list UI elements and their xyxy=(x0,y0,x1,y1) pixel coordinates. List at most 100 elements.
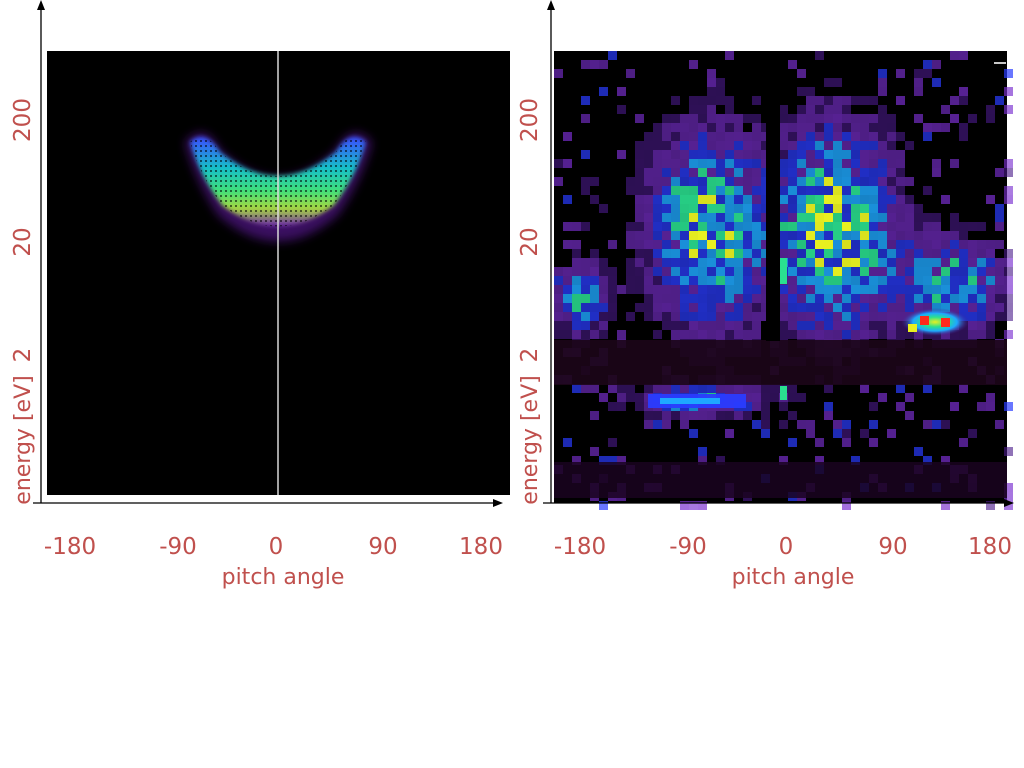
heatmap-cell xyxy=(590,411,599,420)
heatmap-cell xyxy=(905,267,914,276)
heatmap-cell xyxy=(851,321,860,330)
heatmap-cell xyxy=(644,141,653,150)
heatmap-cell xyxy=(860,276,869,285)
heatmap-cell xyxy=(923,456,932,465)
heatmap-cell xyxy=(707,330,716,339)
heatmap-cell xyxy=(743,213,752,222)
heatmap-cell xyxy=(833,240,842,249)
heatmap-cell xyxy=(959,276,968,285)
heatmap-cell xyxy=(644,186,653,195)
heatmap-cell xyxy=(923,231,932,240)
heatmap-cell xyxy=(833,267,842,276)
heatmap-cell xyxy=(977,312,986,321)
heatmap-cell xyxy=(716,276,725,285)
heatmap-cell xyxy=(851,159,860,168)
heatmap-cell xyxy=(563,321,572,330)
heatmap-cell xyxy=(734,159,743,168)
heatmap-cell xyxy=(581,177,590,186)
heatmap-cell xyxy=(572,384,581,393)
left-x-tick: 0 xyxy=(269,534,284,560)
heatmap-cell xyxy=(959,222,968,231)
heatmap-cell xyxy=(860,204,869,213)
heatmap-cell xyxy=(653,222,662,231)
heatmap-cell xyxy=(725,330,734,339)
heatmap-cell xyxy=(698,186,707,195)
heatmap-cell xyxy=(833,303,842,312)
heatmap-cell xyxy=(779,141,788,150)
heatmap-cell xyxy=(689,195,698,204)
heatmap-cell xyxy=(986,303,995,312)
heatmap-cell xyxy=(815,231,824,240)
heatmap-cell xyxy=(689,96,698,105)
heatmap-cell xyxy=(653,330,662,339)
heatmap-cell xyxy=(662,285,671,294)
heatmap-cell xyxy=(842,96,851,105)
heatmap-cell xyxy=(950,258,959,267)
heatmap-cell xyxy=(653,186,662,195)
heatmap-cell xyxy=(734,204,743,213)
heatmap-cell xyxy=(581,321,590,330)
heatmap-cell xyxy=(671,177,680,186)
heatmap-cell xyxy=(896,294,905,303)
heatmap-cell xyxy=(752,249,761,258)
heatmap-cell xyxy=(599,456,608,465)
heatmap-cell xyxy=(617,330,626,339)
heatmap-cell xyxy=(689,177,698,186)
heatmap-cell xyxy=(743,168,752,177)
heatmap-cell xyxy=(635,285,644,294)
heatmap-cell xyxy=(563,303,572,312)
heatmap-cell xyxy=(824,267,833,276)
heatmap-cell xyxy=(941,258,950,267)
heatmap-cell xyxy=(644,249,653,258)
heatmap-cell xyxy=(806,312,815,321)
heatmap-cell xyxy=(905,222,914,231)
heatmap-cell xyxy=(932,240,941,249)
heatmap-cell xyxy=(671,168,680,177)
heatmap-cell xyxy=(662,240,671,249)
heatmap-cell xyxy=(716,258,725,267)
heatmap-cell xyxy=(698,285,707,294)
heatmap-cell xyxy=(707,141,716,150)
heatmap-cell xyxy=(878,231,887,240)
right-zero-feature-2 xyxy=(780,386,787,400)
heatmap-cell xyxy=(851,123,860,132)
heatmap-cell xyxy=(896,150,905,159)
heatmap-cell xyxy=(995,420,1004,429)
heatmap-cell xyxy=(707,321,716,330)
heatmap-cell xyxy=(788,186,797,195)
heatmap-cell xyxy=(752,204,761,213)
heatmap-cell xyxy=(599,285,608,294)
heatmap-cell xyxy=(815,141,824,150)
heatmap-cell xyxy=(833,429,842,438)
heatmap-cell xyxy=(842,312,851,321)
heatmap-cell xyxy=(806,159,815,168)
heatmap-cell xyxy=(626,69,635,78)
heatmap-cell xyxy=(851,195,860,204)
heatmap-cell xyxy=(761,213,770,222)
heatmap-cell xyxy=(626,285,635,294)
heatmap-cell xyxy=(752,420,761,429)
heatmap-cell xyxy=(671,294,680,303)
heatmap-cell xyxy=(968,285,977,294)
heatmap-cell xyxy=(932,258,941,267)
heatmap-cell xyxy=(869,123,878,132)
heatmap-cell xyxy=(707,105,716,114)
heatmap-cell xyxy=(554,69,563,78)
heatmap-cell xyxy=(626,222,635,231)
heatmap-cell xyxy=(887,294,896,303)
heatmap-cell xyxy=(923,384,932,393)
heatmap-cell xyxy=(752,213,761,222)
heatmap-cell xyxy=(653,294,662,303)
heatmap-cell xyxy=(779,213,788,222)
heatmap-cell xyxy=(806,177,815,186)
heatmap-cell xyxy=(806,303,815,312)
heatmap-cell xyxy=(743,186,752,195)
heatmap-cell xyxy=(833,96,842,105)
heatmap-cell xyxy=(860,312,869,321)
heatmap-cell xyxy=(662,312,671,321)
heatmap-cell xyxy=(653,159,662,168)
heatmap-cell xyxy=(698,195,707,204)
heatmap-cell xyxy=(734,123,743,132)
heatmap-cell xyxy=(779,222,788,231)
heatmap-cell xyxy=(617,393,626,402)
